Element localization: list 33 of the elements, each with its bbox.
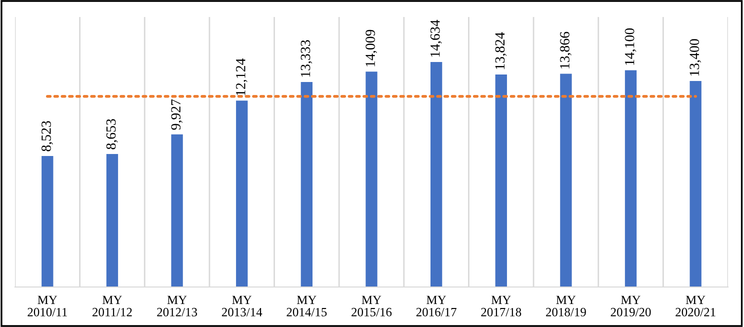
data-label: 14,100 [624,28,636,65]
x-tick-label: MY 2017/18 [481,296,522,316]
bar [495,74,507,287]
bar [236,100,248,287]
data-label: 13,824 [495,32,507,70]
x-tick-label: MY 2019/20 [610,296,651,316]
x-tick-label: MY 2011/12 [92,296,132,316]
bar [430,62,442,287]
data-label: 13,333 [300,40,312,77]
data-label: 13,400 [690,39,702,76]
x-tick-label: MY 2012/13 [157,296,198,316]
bar [690,80,702,287]
x-tick-label: MY 2018/19 [546,296,586,316]
x-tick-label: MY 2014/15 [286,296,327,316]
x-tick-label: MY 2016/17 [416,296,456,316]
x-tick-label: MY 2010/11 [28,296,67,316]
bar [624,70,637,287]
bar [560,74,572,287]
x-tick-label: MY 2020/21 [676,296,716,316]
bar [42,156,54,287]
x-tick-label: MY 2013/14 [222,296,262,316]
bar [106,154,118,287]
data-label: 14,009 [366,30,377,66]
data-label: 8,653 [106,119,118,150]
x-tick-label: MY 2015/16 [352,296,392,316]
data-label: 14,634 [430,20,442,57]
data-label: 12,124 [236,58,248,96]
bar [300,82,313,287]
bar [366,72,378,287]
bar [171,134,183,287]
data-label: 8,523 [42,121,53,152]
data-label: 9,927 [171,99,183,130]
data-label: 13,866 [560,32,572,68]
